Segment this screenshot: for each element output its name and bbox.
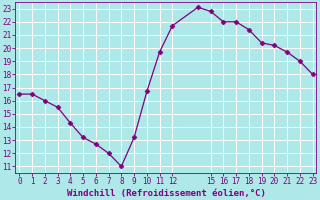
X-axis label: Windchill (Refroidissement éolien,°C): Windchill (Refroidissement éolien,°C) [67,189,265,198]
